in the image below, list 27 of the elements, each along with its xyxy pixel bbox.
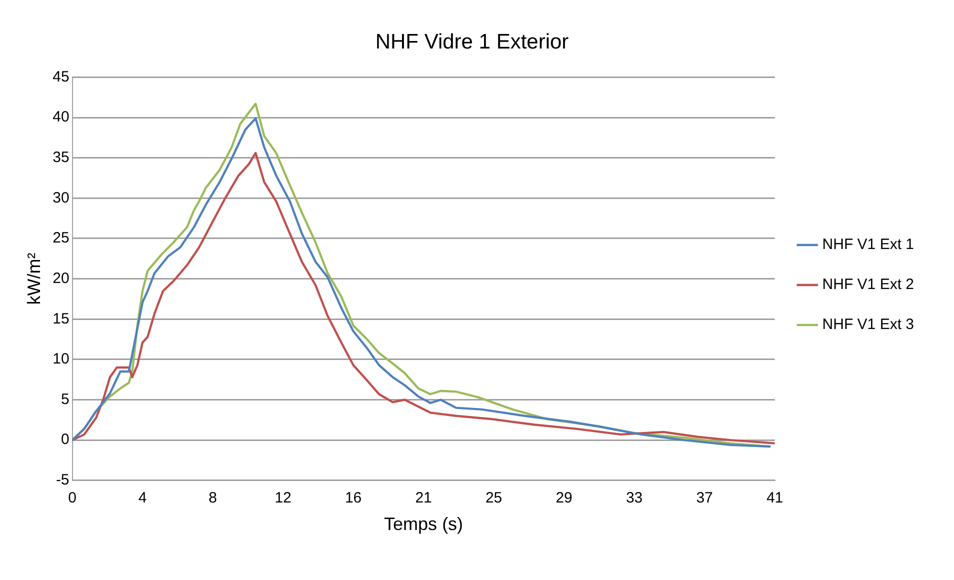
y-tick-label: 25 (52, 230, 70, 247)
x-tick-label: 33 (626, 490, 643, 507)
legend-label: NHF V1 Ext 3 (822, 316, 914, 334)
x-tick-label: 29 (556, 490, 572, 507)
y-tick-label: -5 (56, 472, 70, 489)
y-tick-label: 0 (60, 431, 70, 448)
y-axis-title: kW/m² (24, 252, 44, 305)
x-tick-label: 41 (766, 490, 784, 507)
y-tick-label: 10 (52, 350, 70, 368)
y-tick-label: 20 (52, 270, 70, 287)
chart-title: NHF Vidre 1 Exterior (375, 30, 569, 54)
y-tick-label: 15 (52, 310, 70, 328)
y-tick-label: 40 (52, 108, 70, 126)
y-tick-label: 5 (60, 390, 70, 408)
x-tick-label: 12 (274, 490, 292, 507)
x-tick-label: 4 (138, 490, 147, 507)
legend-label: NHF V1 Ext 2 (822, 276, 914, 294)
x-tick-label: 21 (415, 490, 432, 507)
x-tick-label: 25 (485, 490, 502, 507)
y-tick-label: 45 (52, 68, 70, 86)
x-tick-label: 16 (344, 490, 362, 507)
y-tick-label: 30 (52, 189, 70, 206)
x-tick-label: 37 (696, 490, 713, 507)
y-tick-label: 35 (52, 148, 70, 166)
legend-label: NHF V1 Ext 1 (822, 236, 914, 254)
x-axis-title: Temps (s) (384, 514, 464, 534)
x-tick-label: 8 (208, 490, 217, 507)
